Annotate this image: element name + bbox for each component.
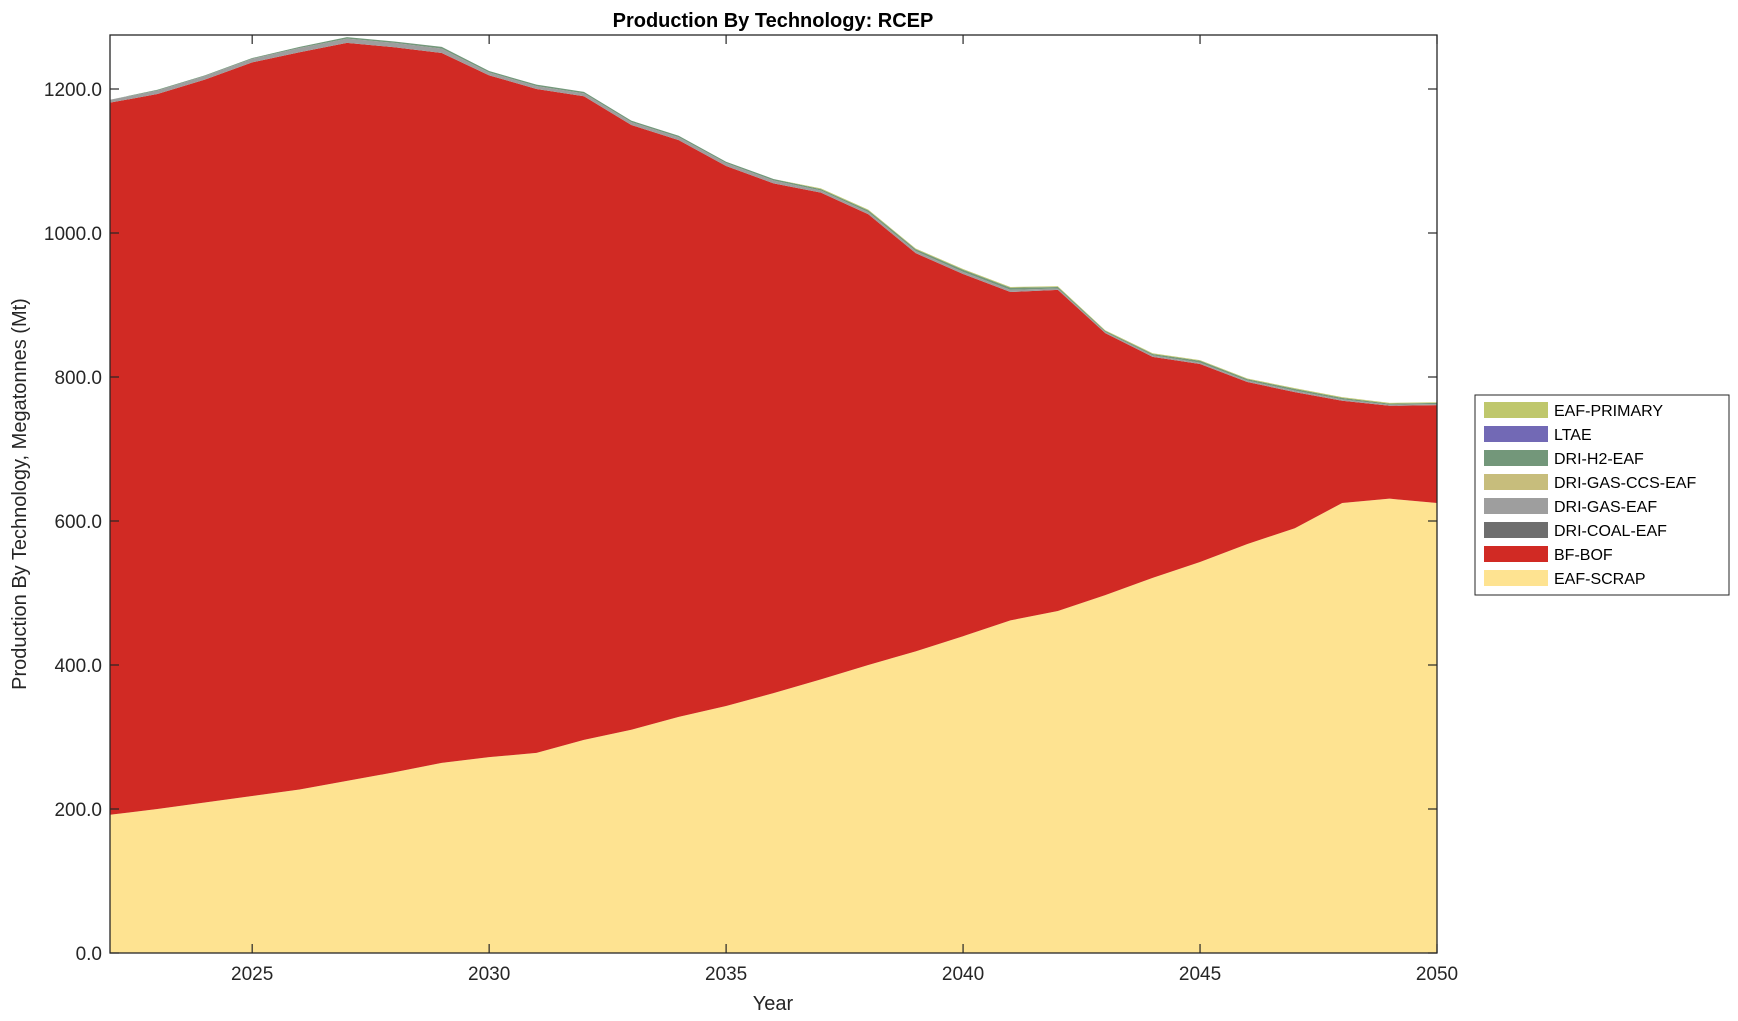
legend-label: DRI-H2-EAF bbox=[1554, 451, 1644, 468]
y-axis-label: Production By Technology, Megatonnes (Mt… bbox=[9, 298, 31, 690]
chart-title: Production By Technology: RCEP bbox=[613, 10, 934, 32]
legend-label: EAF-SCRAP bbox=[1554, 571, 1646, 588]
legend-swatch-dri-h2-eaf bbox=[1484, 450, 1548, 466]
y-tick-label: 200.0 bbox=[54, 800, 102, 821]
y-tick-label: 0.0 bbox=[76, 944, 102, 965]
x-axis: 2025 2030 2035 2040 2045 2050 bbox=[231, 35, 1458, 985]
x-tick-label: 2025 bbox=[231, 964, 273, 985]
area-eaf-scrap bbox=[110, 498, 1437, 953]
legend: EAF-PRIMARY LTAE DRI-H2-EAF DRI-GAS-CCS-EAF… bbox=[1474, 394, 1730, 596]
x-tick-label: 2040 bbox=[942, 964, 984, 985]
legend-swatch-dri-coal-eaf bbox=[1484, 522, 1548, 538]
x-axis-label: Year bbox=[753, 993, 794, 1015]
x-tick-label: 2045 bbox=[1179, 964, 1221, 985]
y-tick-label: 1000.0 bbox=[44, 224, 102, 245]
y-tick-label: 800.0 bbox=[54, 368, 102, 389]
legend-label: LTAE bbox=[1554, 427, 1592, 444]
y-tick-label: 400.0 bbox=[54, 656, 102, 677]
plot-frame bbox=[109, 34, 1438, 954]
legend-swatch-bf-bof bbox=[1484, 546, 1548, 562]
y-tick-label: 1200.0 bbox=[44, 80, 102, 101]
y-tick-label: 600.0 bbox=[54, 512, 102, 533]
area-bf-bof bbox=[110, 42, 1437, 815]
legend-label: EAF-PRIMARY bbox=[1554, 403, 1663, 420]
legend-box bbox=[1474, 394, 1730, 596]
legend-label: DRI-GAS-CCS-EAF bbox=[1554, 475, 1696, 492]
area-layers bbox=[110, 37, 1437, 953]
legend-swatch-dri-gas-ccs-eaf bbox=[1484, 474, 1548, 490]
x-tick-label: 2030 bbox=[468, 964, 510, 985]
legend-swatch-dri-gas-eaf bbox=[1484, 498, 1548, 514]
legend-label: BF-BOF bbox=[1554, 547, 1613, 564]
legend-label: DRI-COAL-EAF bbox=[1554, 523, 1667, 540]
legend-swatch-eaf-primary bbox=[1484, 402, 1548, 418]
legend-swatch-eaf-scrap bbox=[1484, 570, 1548, 586]
y-axis: 0.0 200.0 400.0 600.0 800.0 1000.0 1200.0 bbox=[44, 80, 1437, 965]
x-tick-label: 2035 bbox=[705, 964, 747, 985]
legend-label: DRI-GAS-EAF bbox=[1554, 499, 1657, 516]
legend-swatch-ltae bbox=[1484, 426, 1548, 442]
x-tick-label: 2050 bbox=[1416, 964, 1458, 985]
